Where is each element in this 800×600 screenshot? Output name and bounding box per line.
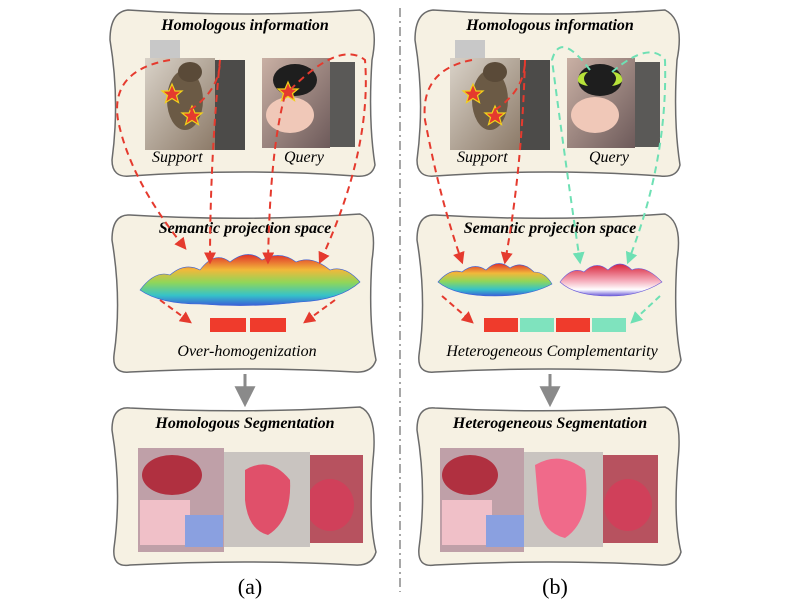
panel-a: Support Query Homologous information Sem… [109,9,377,567]
semantic-surface-b-right [559,263,663,297]
middle-title-b: Semantic projection space [464,220,636,237]
star-marker [461,82,485,104]
green-dashed-arrow [611,51,667,265]
feature-block [210,318,246,332]
bottom-title-a: Homologous Segmentation [154,415,334,432]
middle-caption-a: Over-homogenization [177,343,316,360]
red-dashed-arrow [494,59,526,265]
feature-block [520,318,554,332]
red-dashed-arrow [441,295,474,324]
green-dashed-arrow [630,295,661,324]
panel-b: Support Query Homologous information Sem… [414,9,682,567]
star-marker [483,104,507,126]
red-dashed-arrow [303,299,336,324]
star-marker [276,80,300,102]
support-image-b [450,40,550,150]
feature-block [592,318,626,332]
support-label-b: Support [457,149,508,166]
bottom-title-b: Heterogeneous Segmentation [452,415,647,432]
feature-block [556,318,590,332]
middle-title-a: Semantic projection space [159,220,331,237]
moon-marker [612,72,623,86]
semantic-surface-a [139,254,361,306]
caption-a: (a) [238,574,262,599]
red-dashed-arrow [189,59,221,265]
query-image-a [262,58,355,148]
red-dashed-arrow [423,59,473,265]
feature-block [250,318,286,332]
red-dashed-arrow [262,94,286,265]
green-dashed-arrow [550,46,591,265]
semantic-surface-b-left [437,263,553,297]
feature-block [484,318,518,332]
segmentation-results-a [138,448,363,552]
top-title-b: Homologous information [465,17,634,34]
segmentation-results-b [440,448,658,552]
top-title-a: Homologous information [160,17,329,34]
star-marker [160,82,184,104]
query-image-b [567,58,660,148]
moon-marker [577,72,588,86]
caption-b: (b) [542,574,568,599]
query-label-a: Query [284,149,325,166]
semantic-projection-box-b [416,213,682,373]
query-label-b: Query [589,149,630,166]
middle-caption-b: Heterogeneous Complementarity [445,343,658,360]
star-marker [180,104,204,126]
support-label-a: Support [152,149,203,166]
red-dashed-arrow [116,59,187,250]
red-dashed-arrow [159,299,192,324]
